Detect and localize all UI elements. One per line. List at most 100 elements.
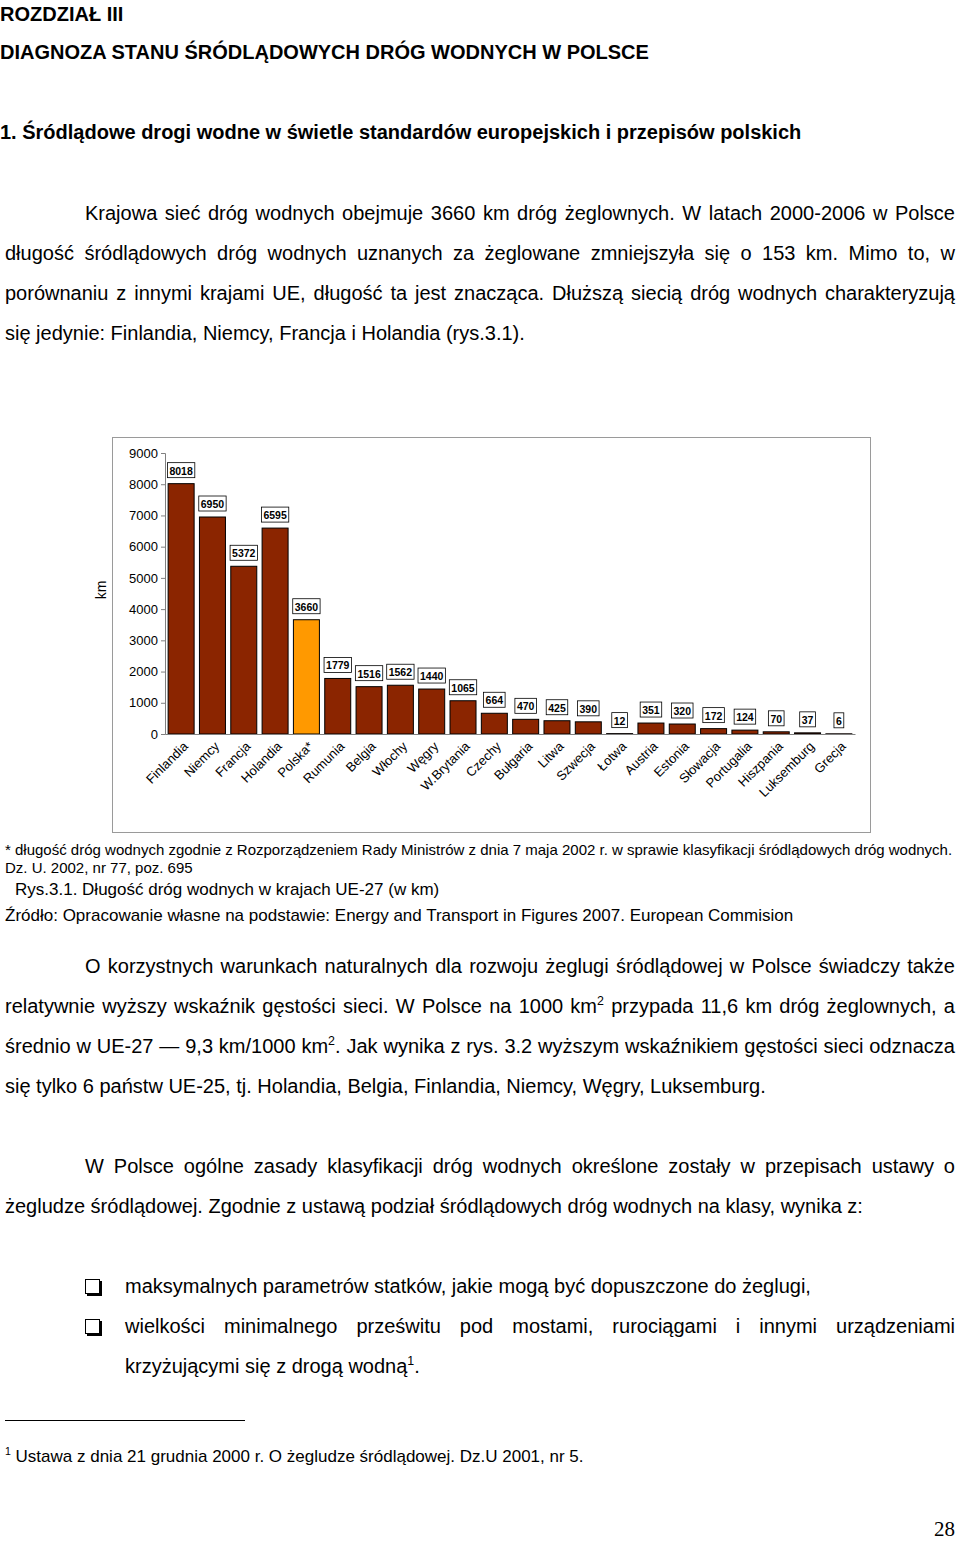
bullet-box — [85, 1279, 100, 1294]
data-label-box: 1440 — [418, 668, 445, 683]
data-label-box: 6950 — [199, 496, 226, 511]
paragraph: O korzystnych warunkach naturalnych dla … — [5, 946, 955, 1106]
label-background — [293, 599, 320, 614]
tick-mark — [161, 703, 165, 704]
bullet-item: maksymalnych parametrów statków, jakie m… — [125, 1266, 955, 1306]
bar — [293, 620, 319, 734]
data-label: 12 — [614, 715, 626, 727]
x-tick: Finlandia — [143, 734, 191, 787]
chapter-title: DIAGNOZA STANU ŚRÓDLĄDOWYCH DRÓG WODNYCH… — [0, 40, 955, 64]
data-label-box: 3660 — [293, 599, 320, 614]
tick-label: 7000 — [129, 508, 158, 523]
label-background — [449, 680, 476, 695]
x-tick: Rumunia — [300, 734, 348, 786]
y-tick: 9000 — [129, 446, 165, 461]
y-tick: 5000 — [129, 571, 165, 586]
bar — [638, 723, 664, 734]
data-labels: 8018695053726595366017791516156214401065… — [167, 463, 843, 728]
data-label: 6950 — [201, 498, 225, 510]
tick-mark — [161, 734, 165, 735]
superscript: 1 — [407, 1354, 414, 1368]
text-run: Krajowa sieć dróg wodnych obejmuje 3660 … — [5, 202, 955, 344]
y-tick: 4000 — [129, 602, 165, 617]
label-background — [612, 713, 628, 728]
label-background — [768, 711, 784, 726]
x-axis: FinlandiaNiemcyFrancjaHolandiaPolska*Rum… — [143, 734, 856, 800]
data-label: 5372 — [232, 547, 256, 559]
x-tick: W.Brytania — [418, 734, 474, 794]
data-label: 320 — [673, 705, 691, 717]
tick-mark — [161, 578, 165, 579]
source: Źródło: Opracowanie własne na podstawie:… — [5, 903, 955, 928]
x-tick: Grecja — [811, 734, 849, 776]
text-run: . — [414, 1355, 420, 1377]
label-background — [734, 709, 756, 724]
text-run: wielkości minimalnego prześwitu pod most… — [125, 1315, 955, 1377]
label-background — [578, 701, 600, 716]
footnote: 1 Ustawa z dnia 21 grudnia 2000 r. O żeg… — [5, 1446, 955, 1468]
x-tick: Włochy — [369, 734, 410, 779]
data-label: 425 — [548, 702, 566, 714]
data-label-box: 6 — [834, 713, 844, 728]
data-label-box: 124 — [734, 709, 756, 724]
label-background — [230, 545, 257, 560]
chart-caption: Rys.3.1. Długość dróg wodnych w krajach … — [15, 879, 955, 901]
data-label: 8018 — [169, 465, 193, 477]
data-label: 6 — [836, 715, 842, 727]
bar — [481, 713, 507, 734]
bar — [419, 689, 445, 734]
tick-label: Szwecja — [553, 738, 598, 783]
data-label: 70 — [770, 713, 782, 725]
y-tick: 2000 — [129, 664, 165, 679]
tick-label: Rumunia — [300, 738, 348, 786]
bar — [231, 566, 257, 734]
tick-label: Grecja — [811, 738, 849, 776]
bar — [199, 517, 225, 734]
chart: 0100020003000400050006000700080009000Fin… — [90, 437, 880, 833]
data-label: 37 — [802, 714, 814, 726]
data-label-box: 1779 — [324, 657, 351, 672]
data-label: 6595 — [263, 509, 287, 521]
label-background — [484, 692, 506, 707]
data-label: 470 — [517, 700, 535, 712]
x-tick: Holandia — [238, 734, 285, 786]
tick-label: Bułgaria — [491, 738, 536, 783]
tick-label: Finlandia — [143, 738, 191, 786]
chart-footnote: * długość dróg wodnych zgodnie z Rozporz… — [5, 841, 955, 877]
y-tick: 0 — [151, 727, 165, 742]
tick-label: 0 — [151, 727, 158, 742]
data-label-box: 1562 — [387, 664, 414, 679]
data-label-box: 6595 — [261, 507, 288, 522]
data-label-box: 70 — [768, 711, 784, 726]
bar — [356, 687, 382, 734]
x-tick: Bułgaria — [491, 734, 536, 783]
data-label: 1779 — [326, 659, 350, 671]
data-label: 3660 — [295, 601, 319, 613]
data-label-box: 12 — [612, 713, 628, 728]
chapter: ROZDZIAŁ III — [0, 2, 955, 26]
data-label: 124 — [736, 711, 754, 723]
label-background — [671, 703, 693, 718]
data-label-box: 320 — [671, 703, 693, 718]
tick-label: 4000 — [129, 602, 158, 617]
tick-label: 9000 — [129, 446, 158, 461]
tick-label: 5000 — [129, 571, 158, 586]
label-background — [703, 708, 725, 723]
label-background — [546, 700, 568, 715]
label-background — [418, 668, 445, 683]
data-label: 1562 — [389, 666, 413, 678]
data-label: 172 — [705, 710, 723, 722]
label-background — [800, 712, 816, 727]
bar — [262, 528, 288, 734]
tick-mark — [161, 547, 165, 548]
axis-line — [166, 734, 856, 735]
section-title: 1. Śródlądowe drogi wodne w świetle stan… — [0, 120, 955, 144]
bar — [701, 729, 727, 734]
tick-label: Luksemburg — [756, 739, 817, 800]
tick-mark — [161, 484, 165, 485]
label-background — [355, 666, 382, 681]
page-number: 28 — [855, 1516, 955, 1541]
text-run: W Polsce ogólne zasady klasyfikacji dróg… — [5, 1155, 955, 1217]
data-label: 1440 — [420, 670, 444, 682]
data-label: 351 — [642, 704, 660, 716]
